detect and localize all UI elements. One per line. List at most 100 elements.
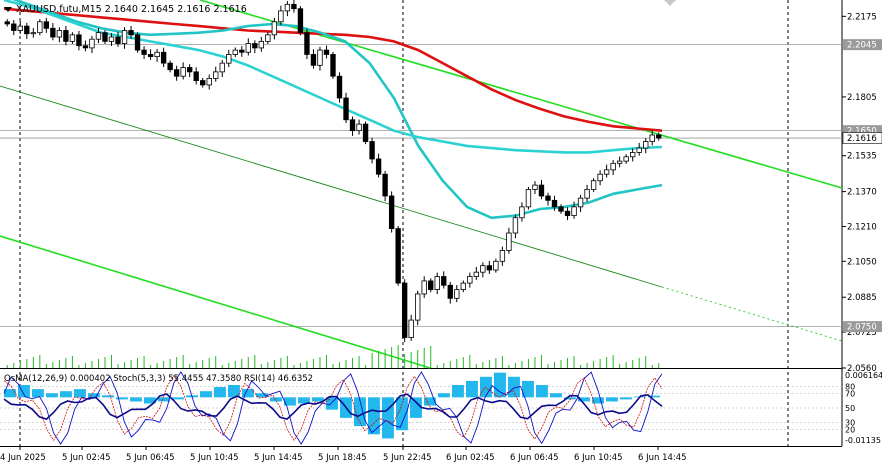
candle-body[interactable] [258, 40, 265, 49]
candle-body[interactable] [200, 80, 206, 86]
shift-marker-icon[interactable] [664, 0, 676, 6]
candle-body[interactable] [369, 141, 375, 160]
candle-body[interactable] [24, 25, 30, 35]
candle-body[interactable] [460, 282, 466, 291]
candle-body[interactable] [147, 54, 154, 58]
price-axis[interactable]: 2.2175 2.1805 2.1535 2.1370 2.1210 2.1050 2.08… [842, 12, 882, 374]
moving-average-line[interactable] [4, 0, 663, 220]
candle-body[interactable] [245, 43, 251, 53]
candle-body[interactable] [473, 271, 480, 277]
candle-body[interactable] [310, 54, 317, 66]
candle-body[interactable] [232, 49, 238, 55]
candle-body[interactable] [610, 162, 616, 171]
candle-body[interactable] [43, 21, 50, 29]
candle-body[interactable] [467, 276, 473, 284]
candle-body[interactable] [128, 30, 134, 36]
candle-body[interactable] [141, 49, 147, 55]
candle-body[interactable] [76, 34, 82, 47]
candle-body[interactable] [636, 147, 642, 153]
channel-lower-line[interactable] [0, 235, 431, 369]
candle-body[interactable] [349, 119, 356, 132]
candle-body[interactable] [115, 36, 121, 44]
candle-body[interactable] [421, 280, 427, 295]
candle-body[interactable] [343, 97, 349, 121]
moving-averages[interactable] [3, 0, 663, 220]
candle-body[interactable] [447, 284, 453, 299]
candle-body[interactable] [265, 34, 271, 42]
candle-body[interactable] [336, 75, 343, 99]
indicator-plots[interactable] [0, 371, 842, 445]
candle-body[interactable] [441, 276, 447, 286]
candlesticks[interactable] [4, 0, 662, 343]
candle-body[interactable] [304, 32, 310, 55]
candle-body[interactable] [56, 30, 63, 38]
candle-body[interactable] [213, 71, 219, 79]
candle-body[interactable] [297, 8, 304, 34]
candle-body[interactable] [512, 217, 519, 234]
price-box[interactable] [843, 125, 882, 137]
price-box[interactable] [842, 132, 882, 144]
candle-body[interactable] [597, 173, 603, 182]
candle-body[interactable] [551, 199, 558, 208]
candle-body[interactable] [584, 189, 590, 199]
candle-body[interactable] [571, 206, 577, 216]
candle-body[interactable] [108, 36, 115, 42]
candle-body[interactable] [519, 206, 525, 219]
candle-body[interactable] [186, 67, 193, 73]
candle-body[interactable] [623, 156, 629, 162]
candle-body[interactable] [480, 265, 486, 273]
candle-body[interactable] [219, 62, 225, 73]
triangle-down-icon[interactable] [4, 7, 12, 12]
candle-body[interactable] [401, 282, 408, 338]
candle-body[interactable] [545, 195, 551, 201]
candle-body[interactable] [656, 134, 662, 139]
candle-body[interactable] [362, 123, 369, 142]
candle-body[interactable] [154, 51, 160, 58]
candle-body[interactable] [278, 10, 284, 23]
candle-body[interactable] [89, 38, 95, 49]
candle-body[interactable] [11, 23, 17, 31]
candle-body[interactable] [630, 152, 636, 158]
candle-body[interactable] [590, 180, 597, 190]
candle-body[interactable] [271, 21, 278, 36]
moving-average-line[interactable] [3, 0, 663, 154]
candle-body[interactable] [538, 184, 545, 197]
price-box[interactable] [843, 321, 882, 333]
candle-body[interactable] [180, 67, 186, 77]
candle-body[interactable] [4, 21, 10, 25]
candle-body[interactable] [30, 32, 36, 35]
candle-body[interactable] [649, 134, 655, 142]
candle-body[interactable] [330, 54, 336, 77]
candle-body[interactable] [160, 51, 167, 64]
price-box[interactable] [843, 39, 882, 51]
candle-body[interactable] [63, 30, 69, 42]
candle-body[interactable] [69, 34, 76, 42]
candle-body[interactable] [603, 169, 610, 175]
candle-body[interactable] [506, 232, 512, 251]
candle-body[interactable] [454, 289, 460, 299]
channel-middle-line[interactable] [0, 85, 663, 288]
candle-body[interactable] [134, 34, 141, 51]
candle-body[interactable] [226, 54, 232, 64]
candle-body[interactable] [382, 173, 388, 197]
candle-body[interactable] [577, 197, 584, 208]
candle-body[interactable] [486, 265, 493, 271]
moving-average-line[interactable] [3, 7, 663, 132]
horizontal-levels[interactable] [0, 44, 842, 328]
candle-body[interactable] [37, 21, 43, 34]
candle-body[interactable] [356, 123, 362, 132]
candle-body[interactable] [173, 69, 180, 77]
candle-body[interactable] [499, 250, 506, 262]
candle-body[interactable] [643, 141, 649, 149]
candle-body[interactable] [525, 189, 532, 208]
candle-body[interactable] [493, 260, 499, 271]
candle-body[interactable] [284, 3, 291, 12]
candle-body[interactable] [167, 62, 173, 71]
candle-body[interactable] [17, 25, 23, 31]
candle-body[interactable] [239, 49, 245, 53]
candle-body[interactable] [428, 280, 434, 291]
candle-body[interactable] [50, 27, 56, 38]
candle-body[interactable] [532, 184, 538, 190]
candle-body[interactable] [206, 77, 212, 86]
